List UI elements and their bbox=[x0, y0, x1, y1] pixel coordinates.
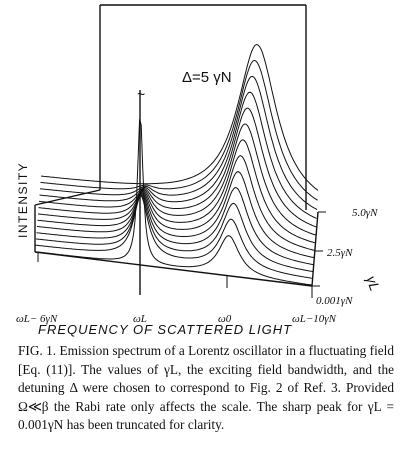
x-tick-label-omega-0: ω0 bbox=[218, 313, 232, 325]
spectrum-curve bbox=[40, 59, 318, 201]
spectrum-curve bbox=[39, 75, 318, 211]
x-tick-label-omega-l: ωL bbox=[133, 313, 147, 325]
baseline-depth bbox=[311, 211, 319, 287]
spectrum-curve bbox=[35, 195, 313, 279]
figure-caption: FIG. 1. Emission spectrum of a Lorentz o… bbox=[18, 342, 394, 435]
depth-tick-label-2-5: 2.5γN bbox=[327, 247, 353, 259]
delta-annotation: Δ=5 γN bbox=[182, 69, 232, 86]
truncated-peak-mark: ~ bbox=[137, 86, 145, 102]
spectrum-curve bbox=[39, 91, 317, 219]
y-axis-label: INTENSITY bbox=[16, 162, 30, 238]
plot-frame bbox=[34, 4, 319, 295]
spectrum-curve bbox=[37, 139, 316, 244]
emission-spectrum-figure: Δ=5 γN ~ INTENSITY FREQUENCY OF SCATTERE… bbox=[16, 4, 383, 337]
spectrum-curve bbox=[38, 123, 316, 236]
depth-tick-label-0-001: 0.001γN bbox=[316, 295, 353, 307]
caption-paragraph: FIG. 1. Emission spectrum of a Lorentz o… bbox=[18, 342, 394, 435]
spectrum-curves bbox=[34, 43, 319, 286]
x-tick-label-omega-l-minus-6: ωL− 6γN bbox=[16, 313, 58, 325]
x-axis-label: FREQUENCY OF SCATTERED LIGHT bbox=[38, 322, 292, 337]
spectrum-curve bbox=[36, 171, 315, 259]
x-tick-label-omega-l-minus-10: ωL−10γN bbox=[292, 313, 337, 325]
caption-text: Emission spectrum of a Lorentz oscillato… bbox=[18, 343, 395, 433]
baseline-front bbox=[34, 251, 313, 287]
spectrum-curve bbox=[35, 194, 314, 273]
spectrum-curve bbox=[37, 155, 315, 251]
spectrum-curve bbox=[36, 187, 314, 266]
spectrum-curve bbox=[38, 107, 317, 228]
axis-ticks bbox=[37, 211, 326, 298]
depth-tick-label-5: 5.0γN bbox=[352, 207, 378, 219]
spectrum-curve bbox=[34, 118, 313, 286]
depth-axis-label: γL bbox=[363, 274, 383, 293]
spectrum-curve bbox=[40, 43, 319, 191]
caption-label: FIG. 1. bbox=[18, 343, 57, 358]
